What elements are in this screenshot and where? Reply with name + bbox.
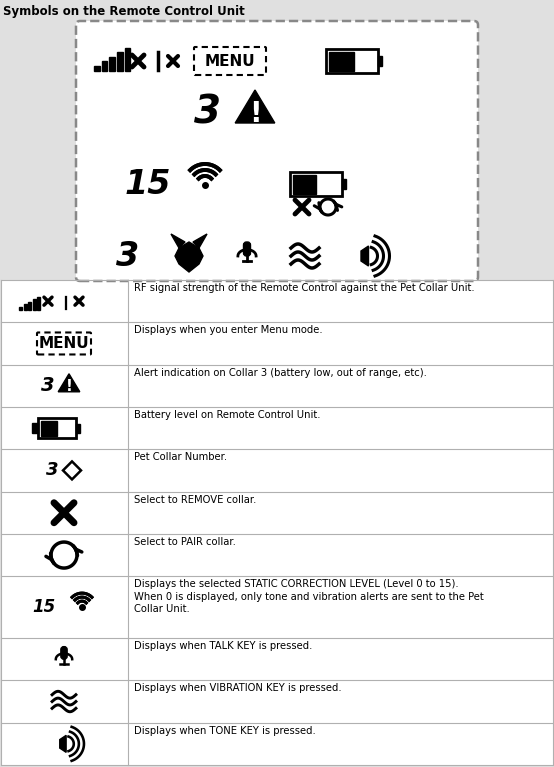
Polygon shape [361, 246, 368, 266]
Text: 15: 15 [125, 169, 171, 202]
Bar [24, 304, 27, 310]
Bar [117, 52, 122, 71]
Bar [329, 51, 355, 71]
Text: Displays the selected STATIC CORRECTION LEVEL (Level 0 to 15).
When 0 is display: Displays the selected STATIC CORRECTION … [134, 579, 484, 614]
Bar [33, 299, 36, 310]
Bar [102, 61, 107, 71]
FancyBboxPatch shape [76, 21, 478, 281]
Bar [40, 420, 57, 436]
Bar [378, 55, 382, 67]
Bar [37, 297, 40, 310]
Polygon shape [193, 234, 207, 248]
Bar [28, 301, 32, 310]
Text: Displays when TALK KEY is pressed.: Displays when TALK KEY is pressed. [134, 641, 312, 651]
Text: 3: 3 [116, 239, 140, 272]
Polygon shape [175, 242, 203, 272]
Text: 3: 3 [41, 377, 55, 395]
FancyBboxPatch shape [61, 647, 67, 659]
Text: Displays when you enter Menu mode.: Displays when you enter Menu mode. [134, 325, 322, 335]
Bar [326, 49, 378, 73]
Bar [109, 57, 115, 71]
Polygon shape [235, 90, 275, 123]
Text: Pet Collar Number.: Pet Collar Number. [134, 453, 227, 463]
Text: RF signal strength of the Remote Control against the Pet Collar Unit.: RF signal strength of the Remote Control… [134, 283, 475, 293]
Text: Alert indication on Collar 3 (battery low, out of range, etc).: Alert indication on Collar 3 (battery lo… [134, 367, 427, 377]
Bar [1, 280, 553, 765]
Bar [19, 307, 22, 310]
Bar [125, 48, 130, 71]
Text: !: ! [65, 380, 73, 394]
Polygon shape [171, 234, 185, 248]
Bar [342, 179, 346, 189]
Text: !: ! [249, 100, 261, 128]
Text: Symbols on the Remote Control Unit: Symbols on the Remote Control Unit [3, 5, 245, 18]
Text: MENU: MENU [39, 336, 89, 351]
Bar [32, 423, 38, 433]
Bar [94, 65, 100, 71]
Polygon shape [58, 374, 80, 392]
Text: Battery level on Remote Control Unit.: Battery level on Remote Control Unit. [134, 410, 321, 420]
Text: Select to PAIR collar.: Select to PAIR collar. [134, 537, 236, 547]
Text: 15: 15 [32, 598, 55, 616]
Text: Displays when VIBRATION KEY is pressed.: Displays when VIBRATION KEY is pressed. [134, 683, 342, 693]
Bar [76, 423, 80, 433]
FancyBboxPatch shape [244, 242, 250, 256]
Bar [293, 175, 316, 193]
Bar [38, 418, 76, 438]
Text: Displays when TONE KEY is pressed.: Displays when TONE KEY is pressed. [134, 726, 316, 736]
Text: MENU: MENU [204, 54, 255, 68]
Text: 3: 3 [193, 93, 220, 131]
Text: 3: 3 [46, 462, 58, 479]
Text: Select to REMOVE collar.: Select to REMOVE collar. [134, 495, 257, 505]
Bar [290, 172, 342, 196]
Polygon shape [60, 736, 66, 752]
